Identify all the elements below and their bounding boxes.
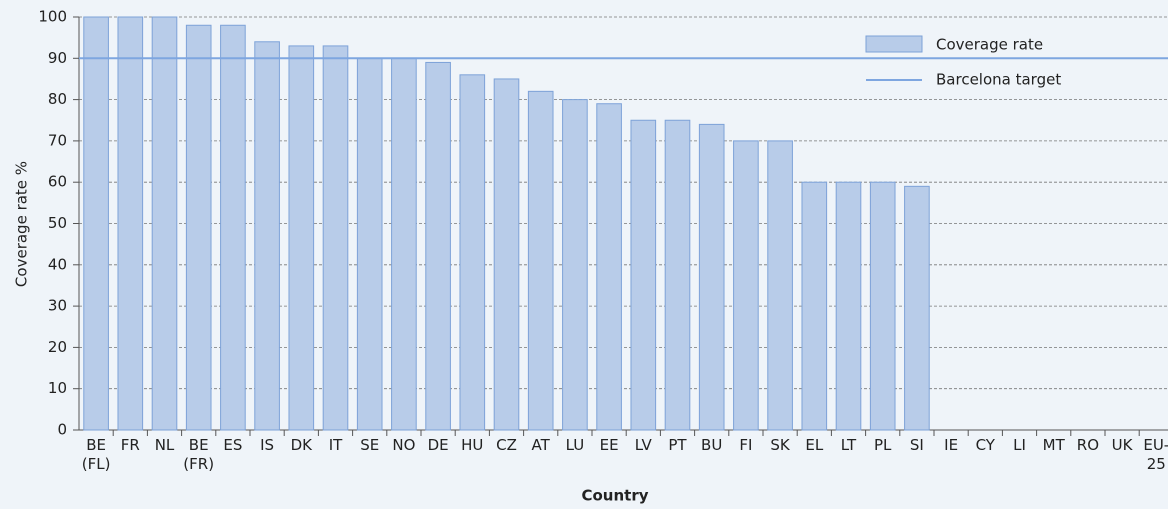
y-axis-label: Coverage rate % bbox=[13, 161, 31, 287]
bar bbox=[801, 181, 828, 431]
bar bbox=[220, 24, 246, 431]
x-tick-label: DK bbox=[290, 436, 312, 454]
bar bbox=[493, 78, 520, 431]
x-tick-label: EL bbox=[805, 436, 824, 454]
y-tick-label: 10 bbox=[48, 379, 67, 397]
x-tick-label: BE (FL) bbox=[81, 436, 111, 473]
y-tick-label: 40 bbox=[48, 255, 67, 273]
legend-swatch bbox=[865, 35, 923, 53]
bar bbox=[391, 57, 417, 431]
x-axis-label: Country bbox=[581, 487, 648, 505]
bar bbox=[254, 41, 280, 431]
x-tick-label: FR bbox=[120, 436, 140, 454]
bar bbox=[630, 119, 657, 431]
x-tick-label: IE bbox=[944, 436, 959, 454]
x-tick-label: MT bbox=[1042, 436, 1065, 454]
x-tick-label: LV bbox=[634, 436, 652, 454]
x-tick-label: ES bbox=[223, 436, 243, 454]
x-tick-label: UK bbox=[1111, 436, 1133, 454]
x-tick-label: CZ bbox=[496, 436, 517, 454]
bar bbox=[527, 90, 554, 431]
bar bbox=[835, 181, 862, 431]
x-tick-label: IT bbox=[328, 436, 343, 454]
y-tick-label: 90 bbox=[48, 49, 67, 67]
bar bbox=[425, 61, 451, 431]
x-tick-label: SI bbox=[909, 436, 924, 454]
legend-label: Barcelona target bbox=[936, 71, 1061, 89]
bar bbox=[356, 57, 383, 431]
x-tick-label: FI bbox=[739, 436, 753, 454]
x-tick-label: BU bbox=[701, 436, 723, 454]
x-tick-label: LI bbox=[1013, 436, 1026, 454]
legend-label: Coverage rate bbox=[936, 36, 1043, 54]
x-tick-label: IS bbox=[260, 436, 275, 454]
bar bbox=[562, 99, 588, 431]
x-tick-label: EE bbox=[599, 436, 619, 454]
bar bbox=[767, 140, 793, 431]
y-tick-label: 50 bbox=[48, 214, 67, 232]
y-tick-label: 70 bbox=[48, 131, 67, 149]
x-tick-label: HU bbox=[461, 436, 484, 454]
bar bbox=[733, 140, 759, 431]
y-tick-label: 0 bbox=[57, 421, 67, 439]
bar bbox=[322, 45, 349, 431]
bar bbox=[117, 16, 144, 431]
x-tick-label: SK bbox=[770, 436, 790, 454]
x-tick-label: PL bbox=[873, 436, 892, 454]
y-tick-label: 100 bbox=[38, 8, 67, 26]
x-tick-label: RO bbox=[1076, 436, 1099, 454]
bar bbox=[151, 16, 178, 431]
y-tick-label: 20 bbox=[48, 338, 67, 356]
x-tick-label: LU bbox=[565, 436, 585, 454]
x-tick-label: NO bbox=[392, 436, 416, 454]
x-tick-label: LT bbox=[840, 436, 857, 454]
x-tick-label: EU-25 bbox=[1143, 436, 1168, 473]
bar bbox=[459, 74, 486, 431]
bar bbox=[664, 119, 691, 431]
x-tick-label: SE bbox=[360, 436, 380, 454]
bar bbox=[904, 185, 930, 431]
bar bbox=[185, 24, 212, 431]
y-tick-label: 30 bbox=[48, 297, 67, 315]
bar bbox=[288, 45, 315, 431]
bar bbox=[83, 16, 109, 431]
x-tick-label: DE bbox=[427, 436, 449, 454]
bar bbox=[869, 181, 896, 431]
x-tick-label: CY bbox=[975, 436, 995, 454]
x-tick-label: NL bbox=[154, 436, 175, 454]
x-tick-label: BE (FR) bbox=[183, 436, 215, 473]
bar bbox=[698, 123, 725, 431]
bar bbox=[596, 103, 622, 431]
y-tick-label: 80 bbox=[48, 90, 67, 108]
x-tick-label: PT bbox=[668, 436, 687, 454]
y-tick-label: 60 bbox=[48, 173, 67, 191]
x-tick-label: AT bbox=[531, 436, 550, 454]
